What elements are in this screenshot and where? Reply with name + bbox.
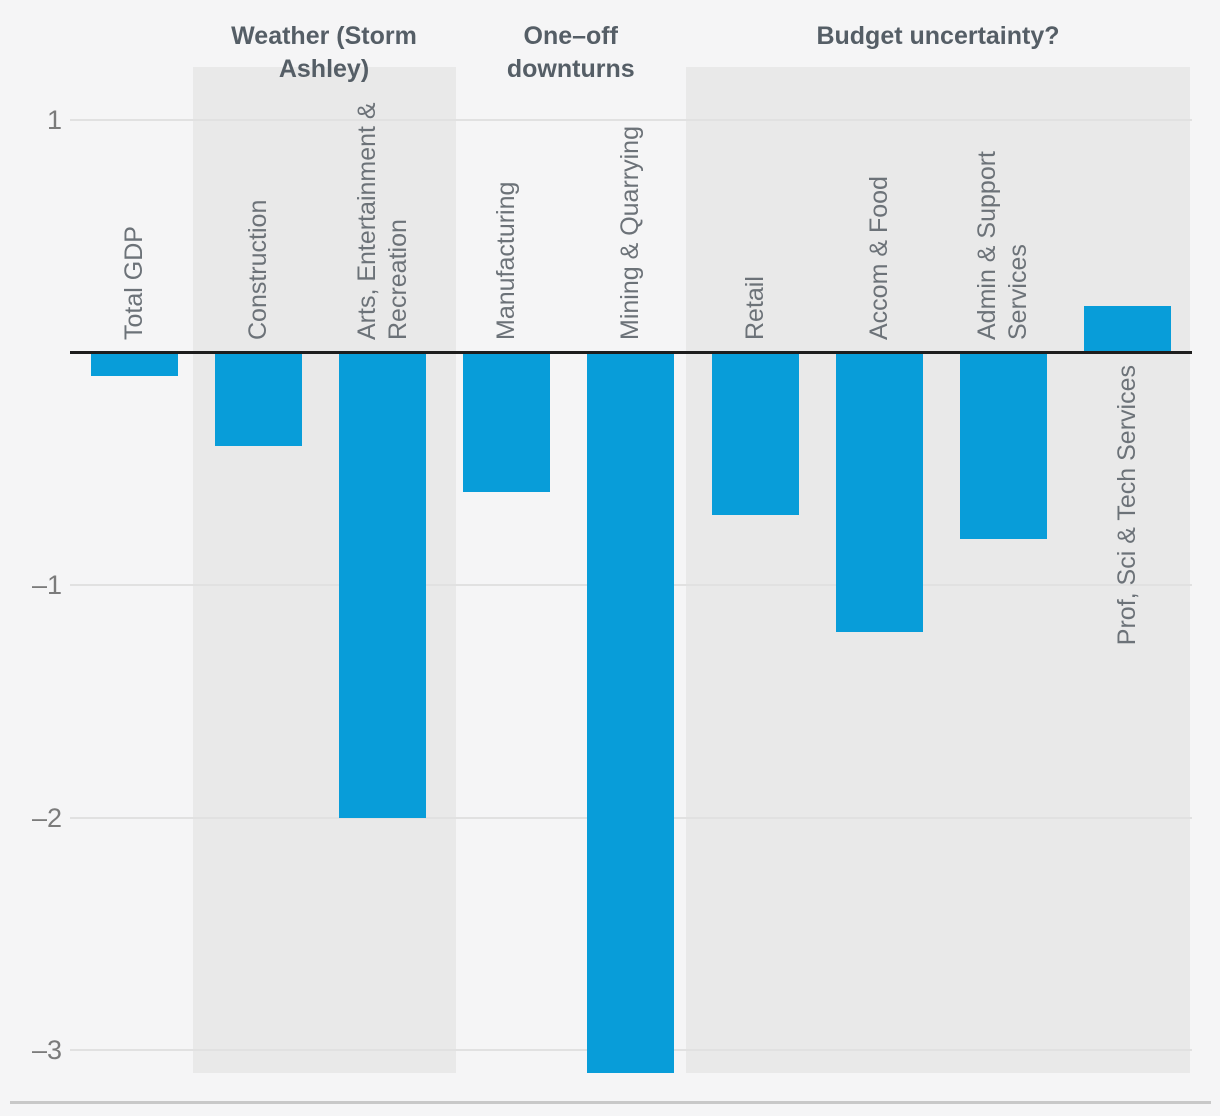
y-tick-label: 1 — [46, 105, 62, 135]
group-header: One–off downturns — [351, 20, 791, 86]
bar-label: Mining & Quarrying — [615, 126, 646, 340]
bar-arts-entertainment-recreation — [339, 352, 427, 818]
y-tick-label: –3 — [31, 1035, 62, 1065]
bar-label-line: Manufacturing — [492, 181, 521, 340]
bar-retail — [711, 352, 799, 516]
group-header: Weather (Storm Ashley) — [104, 20, 544, 86]
group-header-line: Budget uncertainty? — [816, 22, 1060, 50]
bar-construction — [215, 352, 303, 446]
bar-label-line: Retail — [740, 276, 769, 340]
group-band — [686, 67, 1190, 1073]
bar-label: Total GDP — [119, 226, 150, 340]
bar-label: Admin & Support Services — [972, 151, 1034, 340]
bar-label-line: Mining & Quarrying — [616, 126, 645, 340]
bar-mining-quarrying — [587, 352, 675, 1074]
bar-total-gdp — [91, 352, 178, 376]
bar-label-line: Construction — [244, 199, 273, 340]
y-tick-label: –2 — [31, 802, 62, 833]
bar-label: Arts, Entertainment & Recreation — [352, 102, 414, 340]
zero-axis-line — [70, 351, 1192, 354]
group-header-line: One–off — [523, 22, 618, 50]
bar-label-line: Arts, Entertainment & — [352, 102, 381, 340]
group-header: Budget uncertainty? — [718, 20, 1158, 53]
bar-label: Construction — [243, 200, 274, 340]
bar-label-line: Services — [1004, 244, 1033, 340]
group-header-line: Ashley) — [278, 55, 370, 83]
bar-label-line: Accom & Food — [864, 176, 893, 340]
bar-label: Retail — [740, 276, 771, 340]
bar-label-line: Admin & Support — [973, 151, 1002, 340]
bar-manufacturing — [463, 352, 551, 492]
bar-prof-sci-tech-services — [1083, 306, 1171, 353]
bar-label: Accom & Food — [864, 176, 895, 340]
y-tick-label: –1 — [31, 570, 62, 600]
gridline — [70, 119, 1192, 121]
group-header-line: downturns — [506, 55, 635, 83]
bar-label-line: Recreation — [383, 219, 412, 340]
bar-admin-support-services — [959, 352, 1047, 539]
bar-label: Prof, Sci & Tech Services — [1112, 365, 1143, 645]
bar-label: Manufacturing — [491, 182, 522, 340]
bar-accom-food — [835, 352, 923, 632]
group-header-line: Weather (Storm — [231, 22, 417, 50]
bottom-rule — [10, 1101, 1211, 1104]
bar-label-line: Prof, Sci & Tech Services — [1112, 365, 1141, 646]
bar-label-line: Total GDP — [120, 226, 148, 340]
